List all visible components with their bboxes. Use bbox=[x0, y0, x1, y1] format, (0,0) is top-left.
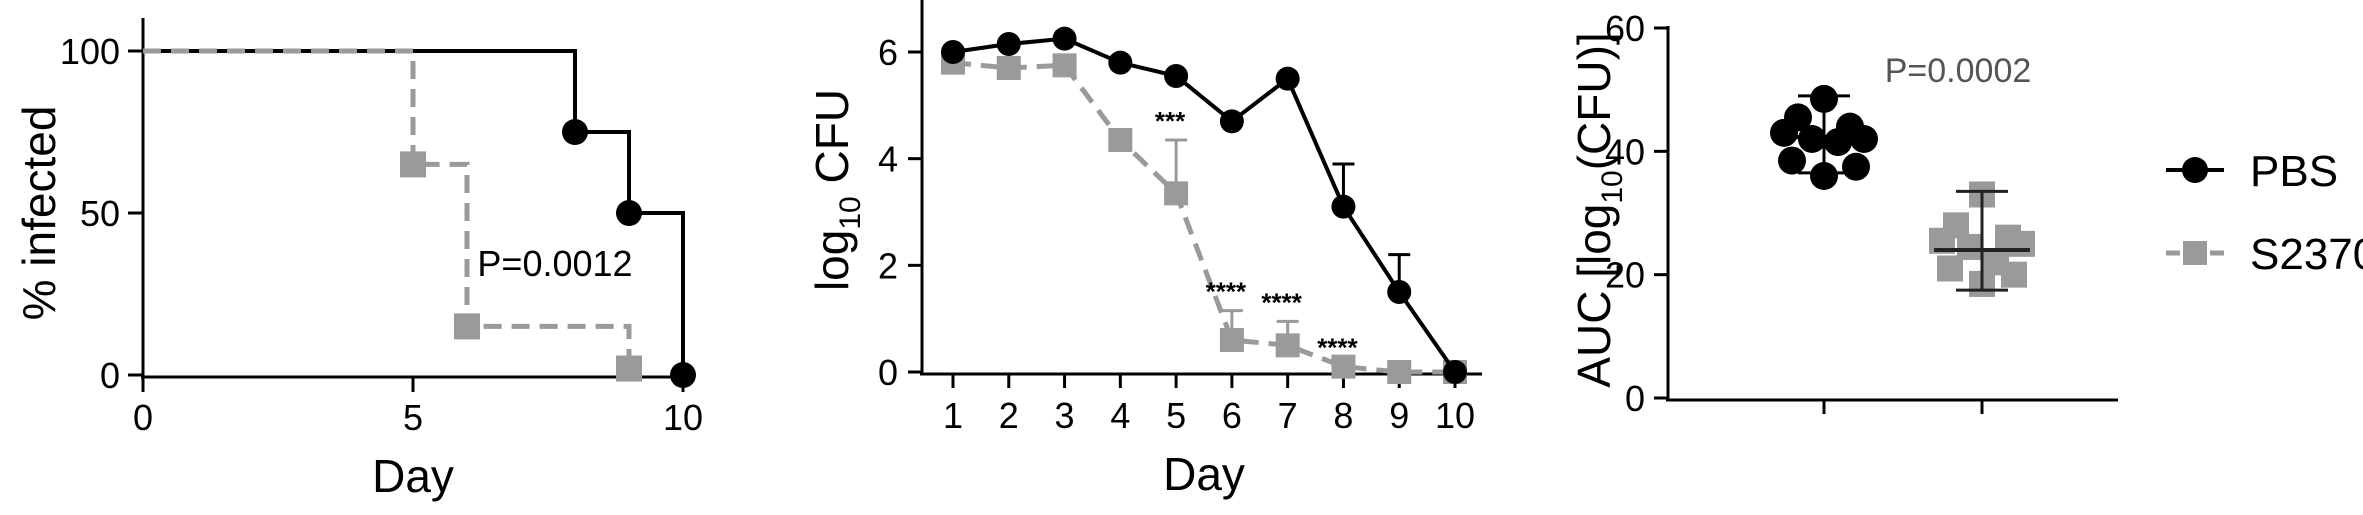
data-point-s2370 bbox=[400, 151, 426, 178]
data-point-pbs bbox=[1052, 26, 1077, 51]
legend-marker-s2370 bbox=[2183, 241, 2207, 265]
legend-label-s2370: S2370 bbox=[2250, 230, 2363, 279]
data-point-pbs bbox=[1108, 50, 1133, 75]
y-axis-title-log: log bbox=[806, 230, 858, 291]
x-tick-label: 1 bbox=[943, 395, 963, 436]
x-axis-title: Day bbox=[1163, 448, 1245, 500]
x-axis-title: Day bbox=[372, 450, 454, 502]
x-tick-label: 10 bbox=[1435, 395, 1475, 436]
y-tick-label: 50 bbox=[80, 193, 120, 234]
significance-label: **** bbox=[1261, 287, 1302, 317]
y-tick-label: 100 bbox=[60, 31, 120, 72]
y-axis-title-a: AUC [log bbox=[1568, 204, 1620, 388]
data-point-pbs bbox=[562, 119, 588, 145]
series-line-pbs bbox=[143, 49, 685, 375]
x-tick-label: 4 bbox=[1110, 395, 1130, 436]
x-tick-label: 10 bbox=[663, 397, 703, 438]
data-point-pbs bbox=[1770, 118, 1798, 147]
data-point-pbs bbox=[1842, 152, 1870, 181]
data-point-pbs bbox=[1778, 146, 1806, 175]
x-tick-label: 6 bbox=[1222, 395, 1242, 436]
legend-marker-pbs bbox=[2182, 157, 2208, 183]
significance-label: **** bbox=[1317, 333, 1358, 363]
data-point-pbs bbox=[670, 362, 696, 388]
significance-label: *** bbox=[1155, 106, 1186, 136]
legend-label-pbs: PBS bbox=[2250, 147, 2338, 196]
legend: PBS S2370 bbox=[2166, 147, 2363, 279]
significance-label: **** bbox=[1206, 277, 1247, 307]
data-point-pbs bbox=[941, 40, 965, 64]
series-line-s2370 bbox=[143, 48, 632, 369]
data-point-pbs bbox=[996, 32, 1021, 56]
y-tick-label: 60 bbox=[1605, 8, 1645, 49]
data-point-s2370 bbox=[1164, 181, 1189, 206]
data-point-pbs bbox=[1275, 66, 1300, 91]
data-point-s2370 bbox=[1108, 128, 1133, 152]
data-point-pbs bbox=[1219, 109, 1244, 134]
p-value-annotation: P=0.0012 bbox=[477, 243, 632, 284]
survival-chart: 0 50 100 0 5 10 Day % infected P=0.0012 bbox=[13, 18, 703, 502]
y-tick-label: 0 bbox=[1625, 378, 1645, 419]
y-tick-label: 0 bbox=[878, 352, 898, 393]
x-tick-label: 0 bbox=[133, 397, 153, 438]
x-tick-label: 8 bbox=[1333, 395, 1353, 436]
y-tick-label: 0 bbox=[100, 355, 120, 396]
data-point-s2370 bbox=[616, 355, 642, 382]
data-point-pbs bbox=[1810, 162, 1838, 190]
data-point-s2370 bbox=[1331, 354, 1356, 379]
x-tick-label: 2 bbox=[999, 395, 1019, 436]
data-point-s2370 bbox=[2009, 230, 2035, 257]
series-line-pbs bbox=[952, 36, 1457, 374]
y-tick-label: 20 bbox=[1605, 255, 1645, 296]
y-tick-label: 4 bbox=[878, 139, 898, 180]
x-tick-label: 7 bbox=[1278, 395, 1298, 436]
y-tick-label: 2 bbox=[878, 245, 898, 286]
y-axis-title-sub: 10 bbox=[834, 196, 867, 229]
x-tick-label: 9 bbox=[1389, 395, 1409, 436]
data-point-pbs bbox=[1164, 64, 1189, 88]
y-axis-title-sub: 10 bbox=[1596, 170, 1629, 203]
y-axis-title-tail: CFU bbox=[806, 89, 858, 196]
data-point-pbs bbox=[1443, 360, 1467, 384]
x-tick-label: 5 bbox=[403, 397, 423, 438]
p-value-annotation: P=0.0002 bbox=[1885, 52, 2032, 90]
data-point-s2370 bbox=[1275, 333, 1300, 358]
series-line-s2370 bbox=[952, 60, 1455, 375]
y-axis-title: % infected bbox=[13, 106, 65, 321]
y-axis-title: log10 CFU bbox=[806, 89, 867, 291]
data-point-s2370 bbox=[454, 313, 480, 340]
y-axis-title-b: (CFU)] bbox=[1568, 32, 1620, 170]
data-point-s2370 bbox=[1937, 255, 1963, 282]
data-point-pbs bbox=[1387, 280, 1412, 304]
data-point-s2370 bbox=[1052, 53, 1077, 78]
x-tick-label: 3 bbox=[1055, 395, 1075, 436]
data-point-pbs bbox=[1824, 128, 1852, 157]
y-axis-title: AUC [log10(CFU)] bbox=[1568, 32, 1629, 387]
data-point-s2370 bbox=[2001, 261, 2027, 288]
data-point-s2370 bbox=[996, 56, 1021, 80]
data-point-s2370 bbox=[1219, 328, 1244, 352]
data-point-pbs bbox=[1331, 194, 1356, 219]
x-tick-label: 5 bbox=[1166, 395, 1186, 436]
y-tick-label: 40 bbox=[1605, 131, 1645, 172]
y-tick-label: 6 bbox=[878, 32, 898, 73]
data-point-pbs bbox=[616, 200, 642, 226]
data-point-s2370 bbox=[1387, 360, 1412, 384]
